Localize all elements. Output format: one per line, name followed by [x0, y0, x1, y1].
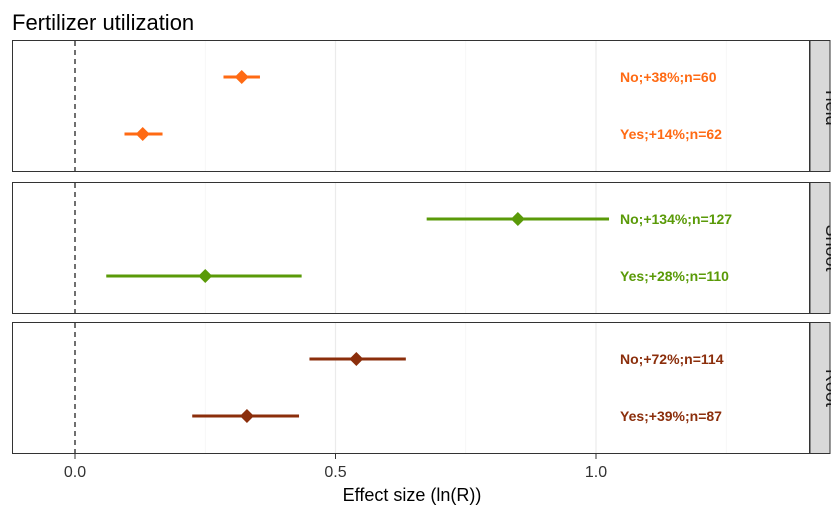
row-label: No;+134%;n=127: [620, 211, 732, 227]
panel-root: Root No;+72%;n=114 Yes;+39%;n=87: [12, 322, 831, 454]
panel-frame: [12, 182, 810, 314]
panel-shoot: Shoot No;+134%;n=127 Yes;+28%;n=110: [12, 182, 831, 314]
row-label: No;+38%;n=60: [620, 69, 717, 85]
panels: Yield No;+38%;n=60 Yes;+14%;n=62 Shoot No;+1…: [12, 40, 831, 454]
strip-box: [809, 322, 831, 454]
estimate-marker: [198, 269, 213, 283]
panel-yield: Yield No;+38%;n=60 Yes;+14%;n=62: [12, 40, 831, 172]
estimate-marker: [239, 409, 254, 423]
x-axis: 0.0 0.5 1.0: [64, 454, 607, 481]
strip-box: [809, 182, 831, 314]
strip-label: Root: [822, 369, 831, 407]
row-label: Yes;+39%;n=87: [620, 408, 722, 424]
row-label: Yes;+14%;n=62: [620, 126, 722, 142]
row-label: No;+72%;n=114: [620, 351, 724, 367]
chart-title: Fertilizer utilization: [12, 10, 194, 35]
strip-box: [809, 40, 831, 172]
x-tick-label: 0.0: [64, 464, 86, 481]
x-tick-label: 1.0: [585, 464, 607, 481]
strip-label: Yield: [822, 86, 831, 125]
strip-label: Shoot: [822, 224, 831, 271]
estimate-marker: [349, 352, 364, 366]
x-axis-label: Effect size (ln(R)): [343, 485, 482, 505]
x-tick-label: 0.5: [324, 464, 346, 481]
panel-frame: [12, 40, 810, 172]
estimate-marker: [135, 127, 150, 141]
estimate-marker: [510, 212, 525, 226]
estimate-marker: [234, 70, 249, 84]
panel-frame: [12, 322, 810, 454]
row-label: Yes;+28%;n=110: [620, 268, 729, 284]
